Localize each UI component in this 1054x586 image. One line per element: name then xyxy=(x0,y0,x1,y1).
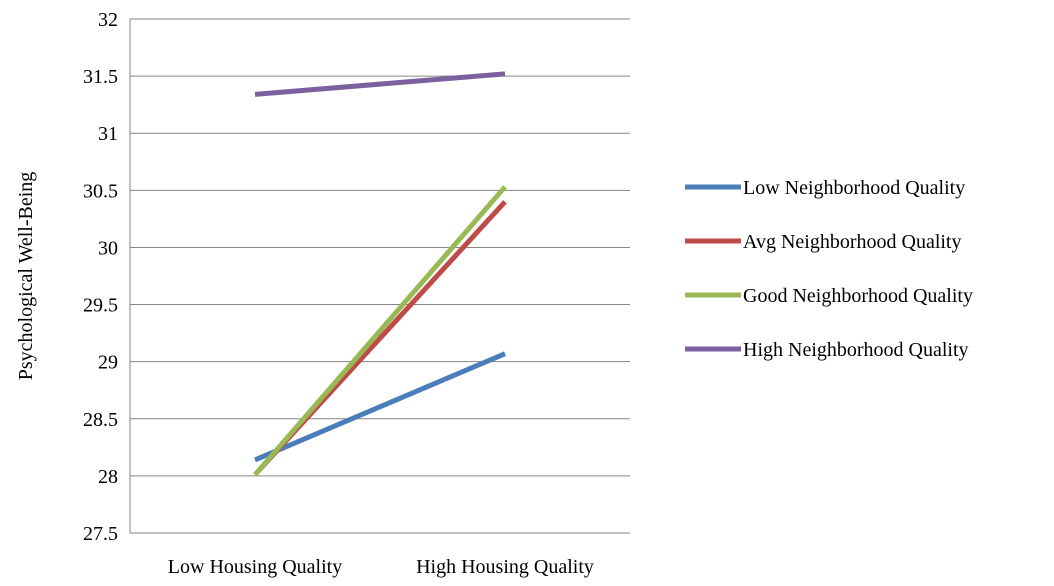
legend: Low Neighborhood Quality Avg Neighborhood… xyxy=(685,177,973,361)
y-tick-label: 32 xyxy=(98,9,118,31)
y-tick-label: 27.5 xyxy=(83,523,118,545)
y-tick-label: 31.5 xyxy=(83,66,118,88)
legend-label: High Neighborhood Quality xyxy=(743,339,969,361)
series-line xyxy=(254,71,506,97)
legend-label: Avg Neighborhood Quality xyxy=(743,231,962,253)
x-tick-label: Low Housing Quality xyxy=(168,556,342,578)
y-tick-labels: 27.5 28 28.5 29 29.5 30 30.5 31 31.5 32 xyxy=(83,9,118,545)
y-tick-label: 29.5 xyxy=(83,295,118,317)
legend-label: Good Neighborhood Quality xyxy=(743,285,973,307)
y-tick-label: 31 xyxy=(98,123,118,145)
legend-label: Low Neighborhood Quality xyxy=(743,177,965,199)
y-tick-label: 30 xyxy=(98,237,118,259)
y-tick-label: 29 xyxy=(98,352,118,374)
y-tick-label: 30.5 xyxy=(83,180,118,202)
x-tick-labels: Low Housing Quality High Housing Quality xyxy=(168,556,594,578)
gridlines xyxy=(130,18,630,534)
y-axis-title: Psychological Well-Being xyxy=(15,172,37,381)
series-line xyxy=(254,351,506,463)
x-tick-label: High Housing Quality xyxy=(416,556,594,578)
y-tick-label: 28 xyxy=(98,466,118,488)
y-tick-label: 28.5 xyxy=(83,409,118,431)
series-line xyxy=(253,185,507,477)
series-lines xyxy=(253,71,507,477)
